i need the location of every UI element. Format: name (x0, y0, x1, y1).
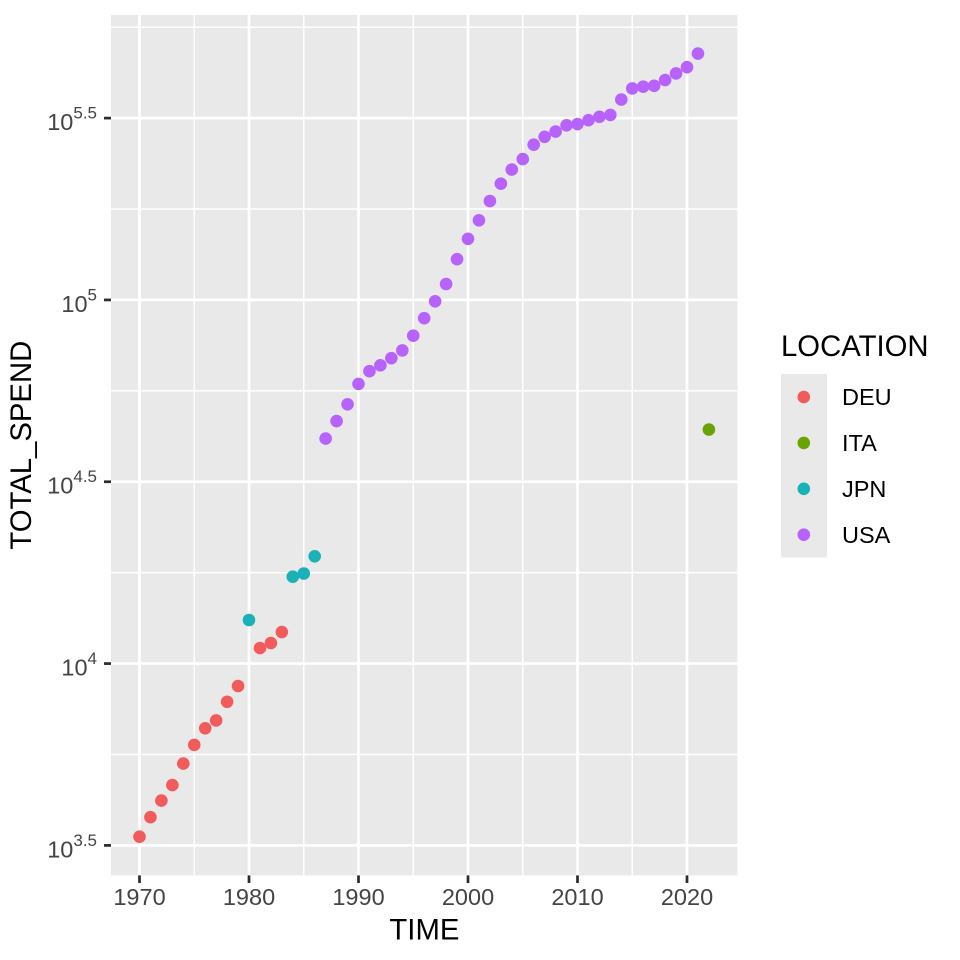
svg-text:2000: 2000 (442, 884, 494, 910)
svg-text:2010: 2010 (551, 884, 603, 910)
svg-text:TIME: TIME (389, 914, 459, 947)
svg-text:2020: 2020 (661, 884, 713, 910)
svg-text:ITA: ITA (842, 430, 877, 456)
svg-text:TOTAL_SPEND: TOTAL_SPEND (5, 341, 38, 550)
svg-text:DEU: DEU (842, 384, 892, 410)
svg-text:USA: USA (842, 522, 891, 548)
svg-text:105.5: 105.5 (47, 104, 97, 135)
svg-text:104.5: 104.5 (47, 467, 97, 498)
svg-text:104: 104 (61, 649, 97, 680)
svg-text:105: 105 (61, 285, 97, 316)
svg-text:LOCATION: LOCATION (781, 330, 929, 363)
svg-text:1970: 1970 (113, 884, 165, 910)
svg-text:1980: 1980 (223, 884, 275, 910)
svg-text:103.5: 103.5 (47, 831, 97, 862)
svg-text:1990: 1990 (332, 884, 384, 910)
svg-text:JPN: JPN (842, 476, 886, 502)
